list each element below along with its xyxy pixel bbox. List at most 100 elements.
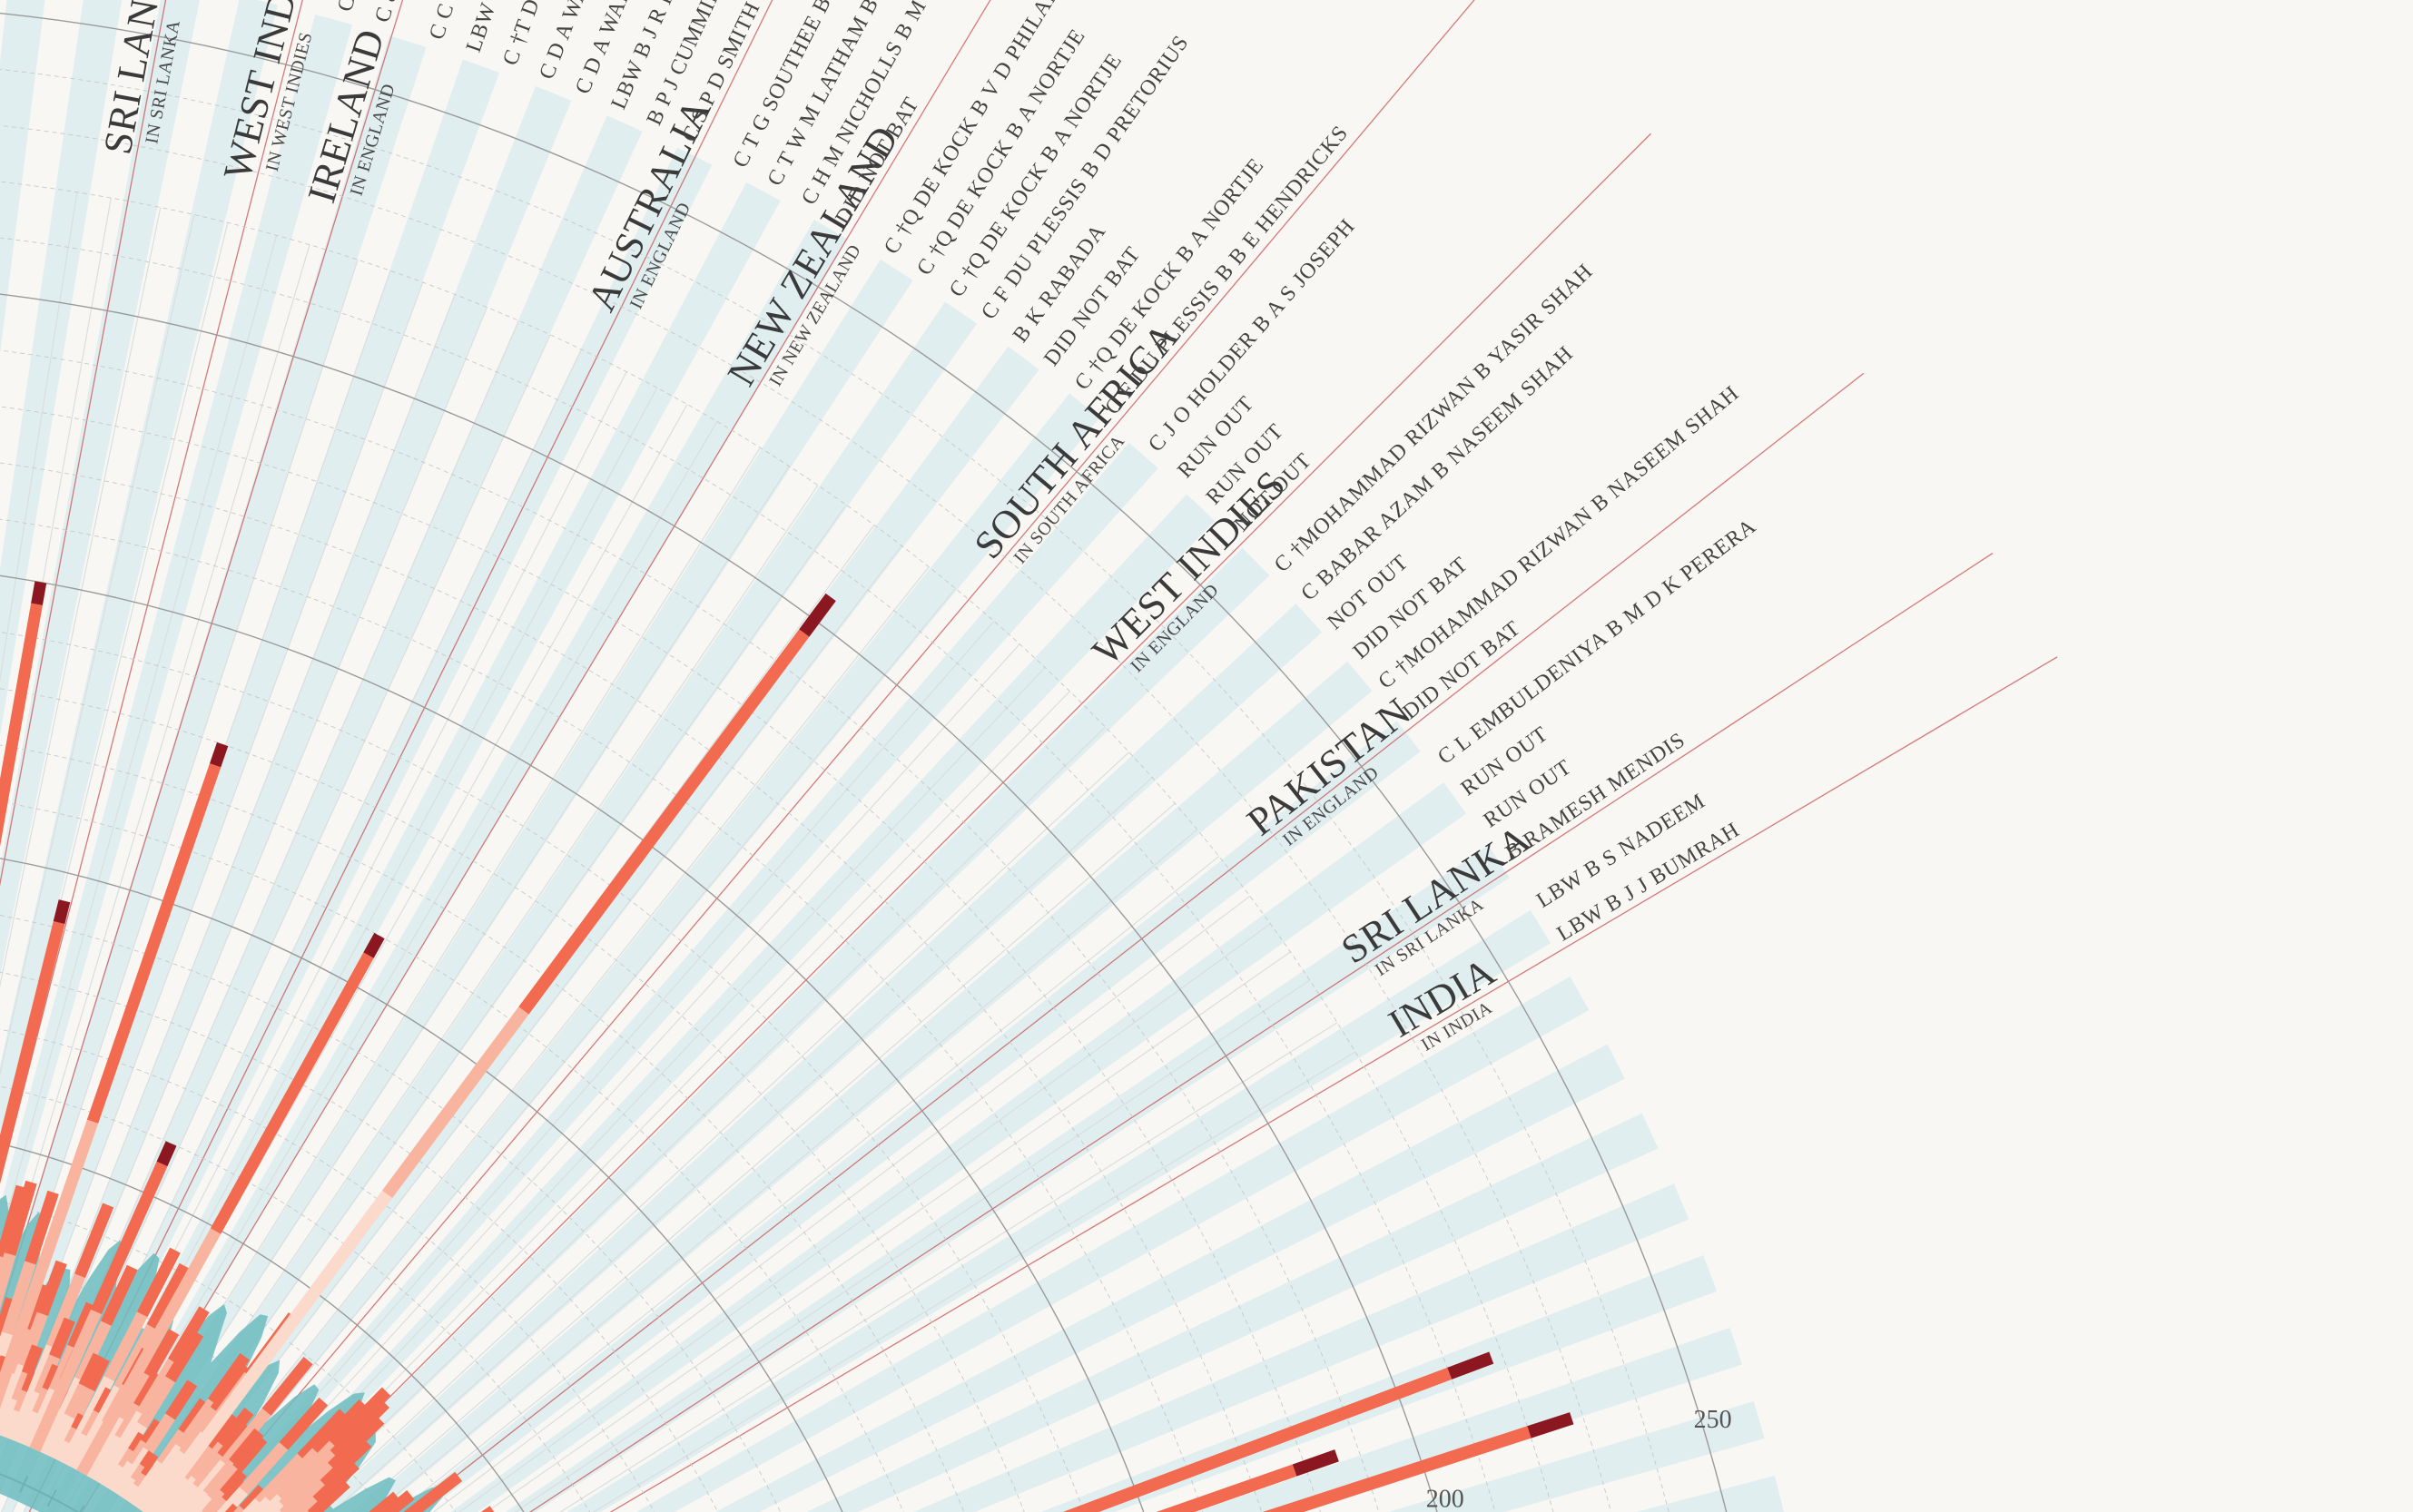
major-ring (0, 293, 1438, 1512)
bar-light-segment (113, 1324, 158, 1391)
bar-faint-segment (143, 1190, 393, 1512)
row-spoke (592, 1051, 1356, 1512)
bar-segment (21, 1370, 41, 1394)
bar-light-segment (296, 1496, 321, 1512)
row-spoke (485, 951, 1291, 1512)
band-wedge (1636, 1476, 1784, 1512)
bar-dark-cap (1292, 1449, 1339, 1477)
bar-dark-cap (156, 1141, 177, 1167)
bar-light-segment (11, 1371, 34, 1403)
band-wedge (0, 86, 572, 1489)
minor-ring (0, 801, 904, 1512)
bar-light-segment (118, 1372, 154, 1422)
bar-light-segment (156, 1429, 189, 1468)
bar-dark-cap (53, 899, 71, 925)
bar-segment (312, 1459, 359, 1506)
band-wedge (1196, 1328, 1742, 1512)
bar-light-segment (29, 1309, 102, 1452)
bar-light-segment (103, 1311, 148, 1381)
band-wedge (208, 442, 1158, 1512)
major-ring (0, 858, 843, 1512)
bar-segment (67, 1301, 97, 1350)
band-wedge (276, 547, 1270, 1512)
bar-dark-cap (363, 932, 385, 958)
group-divider (528, 552, 1994, 1512)
band-wedge (0, 59, 500, 1429)
band-wedge (0, 0, 45, 354)
bar-light-segment (277, 1440, 339, 1503)
bar-dark-cap (210, 741, 229, 768)
bar-light-segment (34, 1354, 61, 1396)
bar-light-segment (286, 1479, 329, 1512)
bar-light-segment (179, 1407, 221, 1458)
bar-light-segment (1, 1261, 36, 1336)
band-wedge (0, 35, 427, 1356)
bar-dark-cap (799, 593, 836, 637)
bar-light-segment (239, 1442, 289, 1495)
bar-segment (307, 1478, 350, 1512)
bar-faint-segment (177, 1459, 230, 1512)
band-wedge (0, 0, 278, 1142)
bar-segment (42, 1363, 64, 1392)
bar-faint-segment (0, 1330, 14, 1375)
bar-segment (239, 1485, 268, 1512)
row-spoke (397, 856, 1220, 1512)
bar-light-segment (136, 1358, 179, 1417)
row-spoke (0, 191, 78, 682)
row-spoke (0, 207, 162, 988)
bar-light-segment (114, 1402, 144, 1441)
row-spoke (458, 923, 1271, 1512)
band-wedge (314, 604, 1323, 1512)
bar-segment (222, 1478, 248, 1506)
bar-segment (1262, 1426, 1532, 1512)
bar-segment (229, 1428, 264, 1468)
bar-light-segment (265, 1448, 321, 1506)
bar-light-segment (279, 1450, 339, 1510)
bar-light-segment (207, 1465, 242, 1503)
group-divider (0, 0, 303, 1184)
bar-light-segment (117, 1448, 139, 1471)
bar-light-segment (0, 1119, 99, 1409)
bar-segment (91, 1161, 168, 1315)
bar-faint-segment (0, 1371, 20, 1430)
bar-segment (141, 1419, 164, 1447)
bar-faint-segment (250, 1496, 274, 1512)
minor-ring (0, 68, 1669, 1512)
bar-segment (329, 1387, 391, 1449)
bar-segment (93, 1387, 116, 1416)
minor-ring (0, 632, 1085, 1512)
bar-segment (86, 763, 222, 1124)
bar-segment (25, 1190, 59, 1265)
bar-segment (36, 1260, 67, 1317)
bar-segment (136, 1247, 181, 1318)
bar-light-segment (13, 1389, 33, 1414)
band-wedge (714, 1044, 1625, 1512)
band-wedge (1388, 1401, 1765, 1512)
band-wedge (0, 0, 200, 977)
bar-light-segment (202, 1489, 230, 1512)
minor-ring (0, 124, 1611, 1512)
tick-label: 200 (1426, 1485, 1464, 1512)
bar-segment (139, 1450, 159, 1471)
group-divider (609, 656, 2058, 1512)
bar-segment (311, 1399, 369, 1457)
band-wedge (356, 661, 1373, 1512)
bar-segment (133, 1370, 163, 1409)
bar-segment (0, 1297, 17, 1339)
bar-segment (261, 1357, 313, 1416)
bar-segment (4, 1180, 37, 1256)
bar-light-segment (175, 1398, 218, 1451)
minor-ring (0, 971, 719, 1512)
bar-faint-segment (184, 1490, 212, 1512)
bar-segment (1062, 1367, 1453, 1512)
bar-segment (210, 952, 374, 1234)
bar-light-segment (143, 1413, 175, 1454)
row-spoke (291, 726, 1106, 1512)
minor-ring (0, 181, 1554, 1512)
minor-ring (0, 518, 1204, 1512)
bar-segment (207, 1352, 251, 1406)
bar-light-segment (191, 1441, 228, 1483)
bar-light-segment (0, 1252, 16, 1310)
bar-segment (210, 1363, 251, 1414)
bar-segment (21, 1344, 44, 1376)
